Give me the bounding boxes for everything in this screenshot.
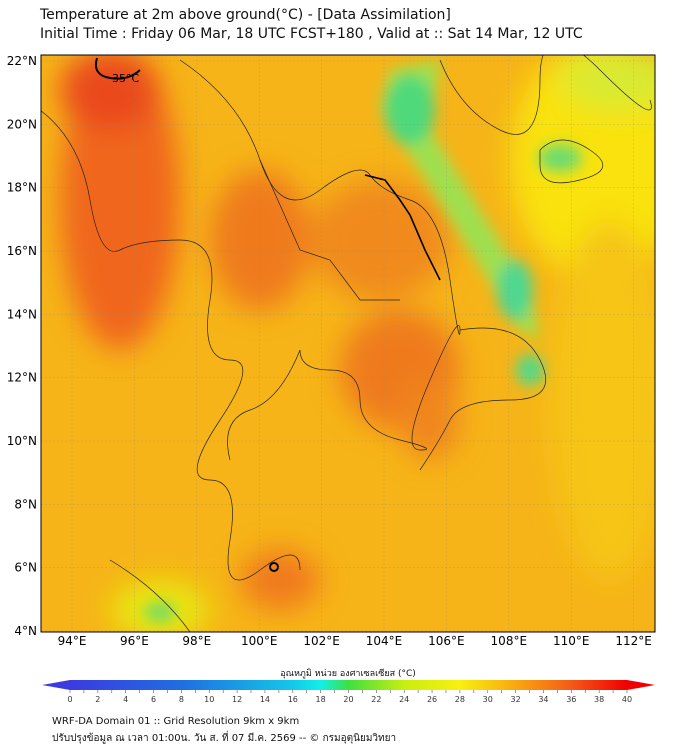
lat-tick-label: 10°N xyxy=(7,434,37,448)
colorbar-tick-label: 34 xyxy=(538,695,548,704)
colorbar-label: อุณหภูมิ หน่วย องศาเซลเซียส (°C) xyxy=(280,669,416,679)
lat-tick-label: 18°N xyxy=(7,181,37,195)
map-subtitle: Initial Time : Friday 06 Mar, 18 UTC FCS… xyxy=(40,26,583,42)
colorbar-tick-label: 20 xyxy=(343,695,353,704)
contour-35c-small xyxy=(269,562,279,572)
colorbar-tick-label: 16 xyxy=(288,695,298,704)
colorbar-tick-label: 10 xyxy=(204,695,214,704)
colorbar-tick-label: 26 xyxy=(427,695,437,704)
lon-tick-label: 96°E xyxy=(120,634,149,648)
lon-tick-label: 94°E xyxy=(58,634,87,648)
contour-35c xyxy=(94,57,141,80)
lat-tick-label: 20°N xyxy=(7,117,37,131)
colorbar-tick-label: 12 xyxy=(232,695,242,704)
lon-tick-label: 102°E xyxy=(303,634,340,648)
lat-tick-label: 12°N xyxy=(7,371,37,385)
colorbar-tick-label: 18 xyxy=(316,695,326,704)
lat-tick-label: 6°N xyxy=(14,561,37,575)
colorbar-tick-label: 8 xyxy=(179,695,184,704)
lat-tick-label: 8°N xyxy=(14,497,37,511)
footer-model-info: WRF-DA Domain 01 :: Grid Resolution 9km … xyxy=(52,716,300,727)
lon-tick-label: 112°E xyxy=(615,634,652,648)
map-frame xyxy=(40,54,656,633)
colorbar-tick-label: 24 xyxy=(399,695,409,704)
lon-tick-label: 104°E xyxy=(366,634,403,648)
lon-tick-label: 100°E xyxy=(241,634,278,648)
colorbar-tick-label: 38 xyxy=(594,695,604,704)
contour-label: 35°C xyxy=(112,72,139,85)
colorbar-tick-label: 30 xyxy=(483,695,493,704)
map-title: Temperature at 2m above ground(°C) - [Da… xyxy=(40,7,451,23)
footer-update-info: ปรับปรุงข้อมูล ณ เวลา 01:00น. วัน ส. ที่… xyxy=(52,733,397,744)
colorbar: 0 2 4 6 8 10 12 14 16 18 20 22 24 26 28 30 32 34 36 38 40 xyxy=(42,680,655,704)
temperature-map: 35°C 94°E 96°E 98°E 100°E 102°E 104°E 106°E 108… xyxy=(7,54,656,648)
colorbar-tick-label: 14 xyxy=(260,695,270,704)
colorbar-tick-label: 6 xyxy=(151,695,156,704)
lon-tick-label: 98°E xyxy=(182,634,211,648)
temperature-field: 35°C xyxy=(41,55,655,632)
lon-tick-label: 110°E xyxy=(553,634,590,648)
lat-tick-label: 14°N xyxy=(7,307,37,321)
colorbar-tick-label: 4 xyxy=(123,695,128,704)
colorbar-tick-label: 2 xyxy=(95,695,100,704)
lat-tick-label: 22°N xyxy=(7,54,37,68)
lat-tick-label: 4°N xyxy=(14,624,37,638)
colorbar-tick-label: 0 xyxy=(67,695,72,704)
colorbar-tick-label: 28 xyxy=(455,695,465,704)
lat-tick-label: 16°N xyxy=(7,244,37,258)
boundaries xyxy=(41,55,652,632)
colorbar-tick-label: 32 xyxy=(511,695,521,704)
lon-tick-label: 108°E xyxy=(491,634,528,648)
colorbar-tick-label: 40 xyxy=(622,695,632,704)
colorbar-tick-label: 22 xyxy=(371,695,381,704)
lon-tick-label: 106°E xyxy=(428,634,465,648)
colorbar-tick-label: 36 xyxy=(566,695,576,704)
